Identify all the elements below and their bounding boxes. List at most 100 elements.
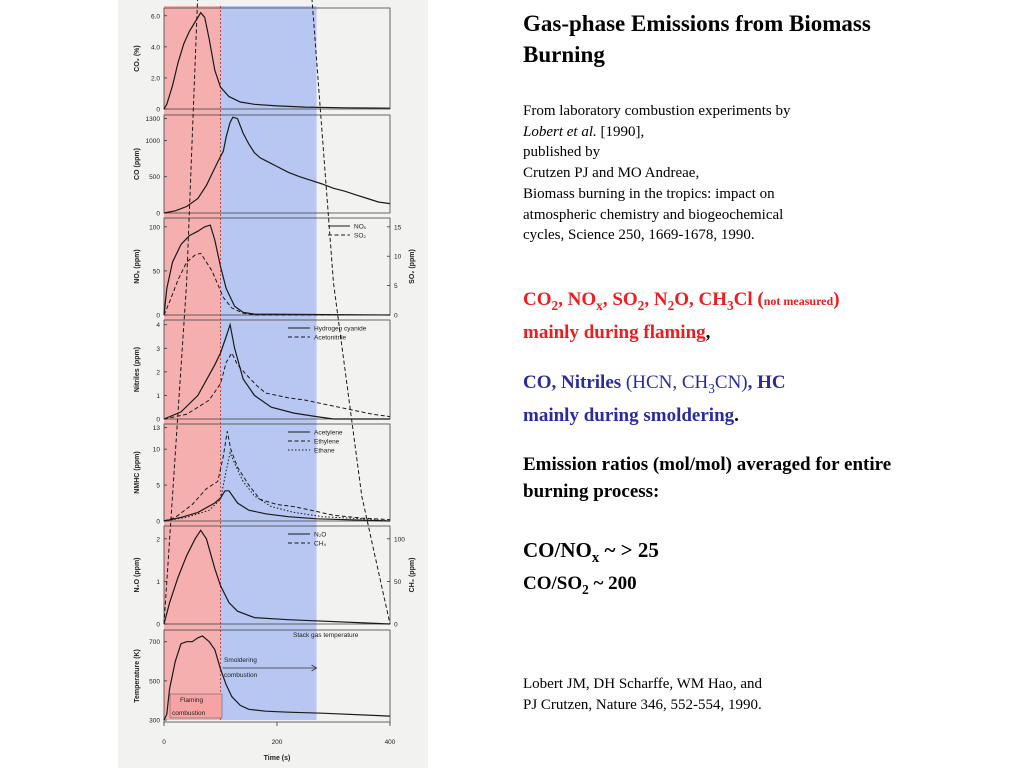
right-y-tick-label-n2o_ch4: 100: [394, 536, 405, 543]
y-tick-label-temperature: 500: [149, 678, 160, 685]
series-line-nox_so2-1: [163, 252, 390, 316]
ratio-co-so2: CO/SO2 ~ 200: [523, 573, 637, 597]
legend-label-n2o_ch4: CH₄: [314, 541, 326, 548]
y-axis-label-nmhc: NMHC (ppm): [134, 451, 141, 493]
panel-frame-co: [163, 114, 391, 214]
y-tick-label-co2: 0: [156, 107, 160, 114]
y-tick-label-temperature: 300: [149, 718, 160, 725]
y-tick-label-nmhc: 10: [153, 447, 161, 454]
smoldering-note: CO, Nitriles (HCN, CH3CN), HC mainly duri…: [523, 372, 786, 426]
series-line-nitriles-0: [163, 322, 390, 420]
citation-paper-authors: Crutzen PJ and MO Andreae,: [523, 165, 700, 182]
panel-frame-nmhc: [163, 423, 391, 522]
y-tick-label-temperature: 700: [149, 639, 160, 646]
smoldering-phase-label: Smoldering: [224, 657, 257, 664]
y-axis-label-co: CO (ppm): [134, 148, 141, 180]
series-line-co2-0: [163, 11, 391, 110]
smoldering-tail: mainly during smoldering: [523, 404, 735, 426]
ratio-co-nox: CO/NOx ~ > 25: [523, 538, 659, 567]
series-line-nmhc-0: [163, 490, 391, 522]
legend-label-nox_so2: NOₓ: [354, 224, 367, 231]
y-tick-label-co2: 4.0: [151, 44, 160, 51]
y-tick-label-nitriles: 2: [156, 369, 160, 376]
y-tick-label-co: 1000: [146, 138, 161, 145]
flaming-note: CO2, NOx, SO2, N2O, CH3Cl (not measured)…: [523, 289, 840, 343]
flaming-tail: mainly during flaming: [523, 321, 706, 343]
y-tick-label-co: 0: [156, 211, 160, 218]
phase-band-smoldering: [220, 6, 317, 720]
legend-label-nitriles: Acetonitrile: [314, 335, 347, 342]
flaming-phase-label: Flaming: [180, 697, 204, 704]
y-tick-label-nitriles: 1: [156, 393, 160, 400]
legend-label-nmhc: Ethane: [314, 448, 335, 455]
phase-band-flaming: [164, 6, 221, 720]
legend-label-nitriles: Hydrogen cyanide: [314, 326, 367, 333]
citation-paper: Biomass burning in the tropics: impact o…: [523, 185, 784, 244]
y-tick-label-nitriles: 3: [156, 346, 160, 353]
reference-line-2: PJ Crutzen, Nature 346, 552-554, 1990.: [523, 696, 762, 713]
right-y-tick-label-n2o_ch4: 50: [394, 579, 402, 586]
y-axis-label-n2o_ch4: N₂O (ppm): [134, 558, 141, 593]
panel-frame-n2o_ch4: [163, 525, 391, 625]
legend-label-nmhc: Ethylene: [314, 439, 340, 446]
y-tick-label-nox_so2: 50: [153, 268, 161, 275]
right-y-tick-label-n2o_ch4: 0: [394, 622, 398, 629]
x-tick-label: 0: [162, 739, 166, 746]
flaming-label-box: [169, 693, 223, 719]
y-tick-label-co2: 2.0: [151, 75, 160, 82]
y-tick-label-n2o_ch4: 0: [156, 622, 160, 629]
y-tick-label-n2o_ch4: 1: [156, 579, 160, 586]
y-tick-label-co: 500: [149, 174, 160, 181]
citation-year: [1990],: [600, 123, 645, 140]
y-tick-label-nmhc: 13: [153, 425, 161, 432]
series-line-temperature-0: [163, 635, 391, 721]
legend-label-n2o_ch4: N₂O: [314, 532, 326, 539]
right-y-tick-label-nox_so2: 5: [394, 283, 398, 290]
panel-frame-co2: [163, 7, 391, 110]
citation: From laboratory combustion experiments b…: [523, 101, 813, 246]
y-tick-label-co2: 6.0: [151, 13, 160, 20]
reference: Lobert JM, DH Scharffe, WM Hao, and PJ C…: [523, 674, 823, 715]
y-axis-label-co2: CO₂ (%): [134, 45, 141, 71]
legend-label-nox_so2: SO₂: [354, 233, 366, 240]
y-axis-label-temperature: Temperature (K): [134, 649, 141, 703]
series-line-nmhc-2: [163, 451, 391, 522]
citation-prefix: From laboratory combustion experiments b…: [523, 103, 791, 119]
series-line-nmhc-1: [163, 431, 391, 522]
smoldering-phase-label: combustion: [224, 672, 258, 679]
flaming-phase-label: combustion: [172, 710, 206, 717]
slide-title: Gas-phase Emissions from Biomass Burning: [523, 11, 871, 67]
ratios-heading: Emission ratios (mol/mol) averaged for e…: [523, 454, 892, 502]
panel-frame-nitriles: [163, 319, 391, 420]
y-tick-label-nitriles: 4: [156, 322, 160, 329]
y-tick-label-co: 1300: [146, 116, 161, 123]
legend-label-nmhc: Acetylene: [314, 430, 343, 437]
smoldering-arrow-head: [311, 664, 318, 672]
reference-line-1: Lobert JM, DH Scharffe, WM Hao, and: [523, 676, 762, 692]
stack-gas-label: Stack gas temperature: [293, 632, 359, 639]
y-tick-label-nitriles: 0: [156, 417, 160, 424]
citation-authors: Lobert et al.: [523, 123, 597, 140]
x-tick-label: 200: [272, 739, 283, 746]
y-axis-label-nitriles: Nitriles (ppm): [134, 347, 141, 392]
right-y-tick-label-nox_so2: 0: [394, 313, 398, 320]
x-axis-label: Time (s): [264, 755, 291, 762]
right-y-axis-label-nox_so2: SO₂ (ppm): [409, 249, 416, 284]
series-line-nox_so2-0: [163, 224, 391, 316]
x-tick-label: 400: [385, 739, 396, 746]
right-y-axis-label-n2o_ch4: CH₄ (ppm): [409, 558, 416, 593]
series-line-nitriles-1: [163, 351, 391, 420]
y-tick-label-nmhc: 0: [156, 519, 160, 526]
series-line-n2o_ch4-0: [163, 529, 391, 625]
y-tick-label-nmhc: 5: [156, 483, 160, 490]
y-axis-label-nox_so2: NOₓ (ppm): [134, 249, 141, 283]
series-line-n2o_ch4-1: [163, 0, 391, 625]
right-y-tick-label-nox_so2: 10: [394, 254, 402, 261]
citation-published: published by: [523, 144, 601, 161]
figure-panel: 0 2.0 4.0 6.0 CO₂ (%) 0 500 1000 1300 CO (ppm) 0 50…: [118, 0, 428, 768]
y-tick-label-n2o_ch4: 2: [156, 536, 160, 543]
right-y-tick-label-nox_so2: 15: [394, 224, 402, 231]
y-tick-label-nox_so2: 100: [149, 224, 160, 231]
y-tick-label-nox_so2: 0: [156, 313, 160, 320]
